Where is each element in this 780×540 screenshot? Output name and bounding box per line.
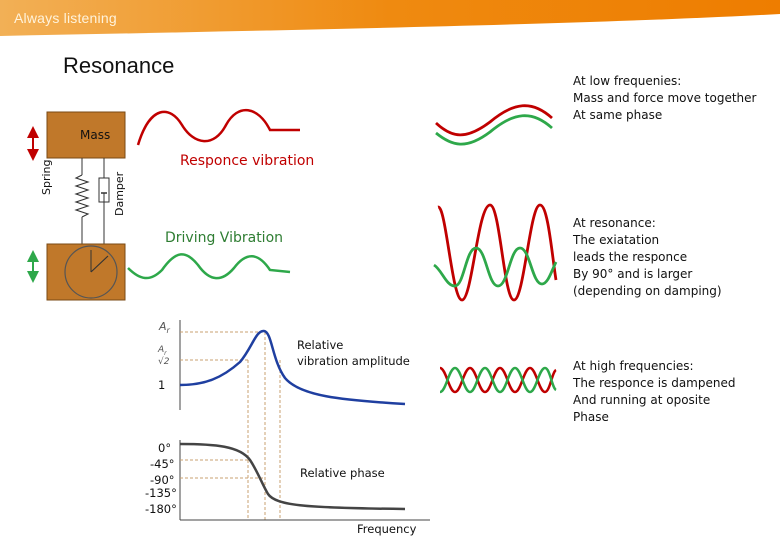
driving-label: Driving Vibration bbox=[165, 230, 284, 246]
low-frequency-note: At low frequenies: Mass and force move t… bbox=[573, 74, 757, 122]
amplitude-axis-label: Ar bbox=[159, 320, 170, 336]
high-freq-response bbox=[439, 366, 557, 394]
amplitude-curve bbox=[179, 329, 406, 406]
mass-block bbox=[46, 111, 126, 159]
damper-icon bbox=[98, 158, 110, 244]
mass-label: Mass bbox=[80, 128, 111, 142]
driving-wave bbox=[127, 253, 291, 280]
header-banner bbox=[0, 0, 780, 36]
spring-label: Spring bbox=[40, 159, 53, 196]
phase-tick-1: -45° bbox=[150, 457, 175, 471]
high-freq-driving bbox=[439, 366, 557, 394]
spring-icon bbox=[74, 158, 90, 244]
phase-tick-4: -180° bbox=[145, 502, 177, 516]
phase-graph bbox=[179, 440, 430, 521]
amplitude-level-label: 1 bbox=[158, 378, 166, 392]
phase-tick-2: -90° bbox=[150, 473, 175, 487]
response-label: Responce vibration bbox=[180, 153, 315, 169]
resonance-response bbox=[436, 203, 558, 302]
low-freq-driving bbox=[435, 114, 553, 146]
phase-tick-0: 0° bbox=[158, 441, 172, 455]
response-wave bbox=[136, 108, 300, 146]
phase-curve bbox=[179, 442, 406, 511]
damper-label: Damper bbox=[113, 171, 126, 216]
high-frequency-note: At high frequencies: The responce is dam… bbox=[573, 359, 736, 424]
phase-tick-3: -135° bbox=[145, 486, 177, 500]
header-tagline: Always listening bbox=[14, 10, 117, 26]
amplitude-peak-tick: Ar √2 bbox=[158, 345, 170, 367]
x-axis-label: Frequency bbox=[357, 522, 417, 536]
resonance-note: At resonance: The exiatation leads the r… bbox=[573, 216, 722, 298]
amplitude-curve-label: Relative vibration amplitude bbox=[297, 338, 410, 368]
resonance-driving bbox=[433, 246, 558, 288]
low-freq-response bbox=[435, 104, 553, 137]
slide-title: Resonance bbox=[63, 53, 175, 78]
phase-curve-label: Relative phase bbox=[300, 466, 385, 480]
